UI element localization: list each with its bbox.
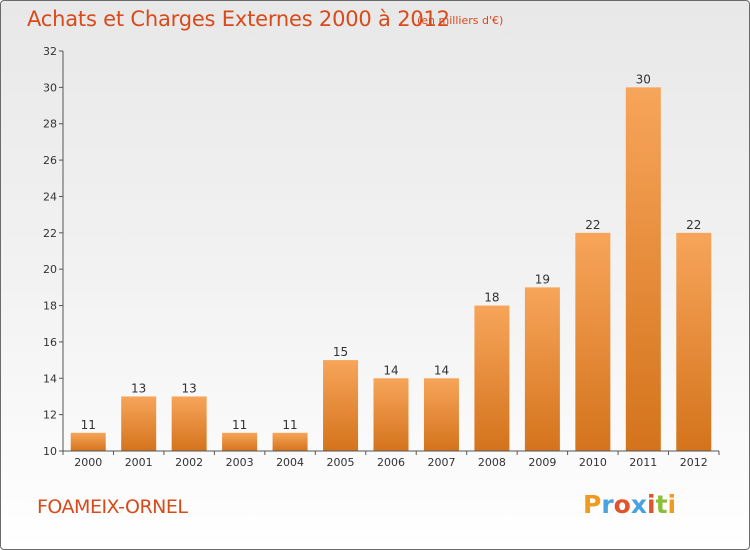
data-label-2009: 19 <box>535 272 550 286</box>
data-label-2002: 13 <box>182 381 197 395</box>
x-tick-label-2001: 2001 <box>125 456 153 469</box>
bar-2012 <box>676 232 712 451</box>
bar-2000 <box>70 432 106 451</box>
data-label-2012: 22 <box>686 218 701 232</box>
x-tick-label-2000: 2000 <box>74 456 102 469</box>
y-tick-label-18: 18 <box>43 300 57 313</box>
bar-2010 <box>575 232 611 451</box>
data-label-2007: 14 <box>434 363 449 377</box>
y-tick-label-24: 24 <box>43 190 57 203</box>
logo-letter: P <box>583 490 602 519</box>
bar-2004 <box>272 432 308 451</box>
x-tick-label-2006: 2006 <box>377 456 405 469</box>
y-tick-label-26: 26 <box>43 154 57 167</box>
data-label-2004: 11 <box>282 418 297 432</box>
y-tick-label-14: 14 <box>43 372 57 385</box>
bar-2003 <box>222 432 258 451</box>
y-tick-label-28: 28 <box>43 118 57 131</box>
bar-2001 <box>121 396 157 451</box>
axes-group: 2000 2001 2002 2003 2004 2005 2006 2007 2008 2009… <box>43 45 720 469</box>
y-tick-label-16: 16 <box>43 336 57 349</box>
data-label-2001: 13 <box>131 381 146 395</box>
bar-2009 <box>524 287 560 451</box>
data-label-2011: 30 <box>636 72 651 86</box>
x-tick-label-2008: 2008 <box>478 456 506 469</box>
x-tick-label-2003: 2003 <box>226 456 254 469</box>
proxiti-logo: Proxiti <box>583 490 676 519</box>
y-tick-label-32: 32 <box>43 45 57 58</box>
x-tick-label-2005: 2005 <box>327 456 355 469</box>
data-label-2006: 14 <box>383 363 398 377</box>
y-tick-label-22: 22 <box>43 227 57 240</box>
bar-2005 <box>323 360 359 451</box>
logo-letter: r <box>601 490 614 519</box>
x-tick-label-2004: 2004 <box>276 456 304 469</box>
y-tick-label-12: 12 <box>43 409 57 422</box>
bar-2007 <box>423 378 459 451</box>
x-tick-label-2002: 2002 <box>175 456 203 469</box>
x-tick-label-2009: 2009 <box>528 456 556 469</box>
logo-letter: i <box>667 490 677 519</box>
bar-2002 <box>171 396 207 451</box>
x-tick-label-2010: 2010 <box>579 456 607 469</box>
commune-name: FOAMEIX-ORNEL <box>37 496 188 518</box>
y-tick-label-30: 30 <box>43 81 57 94</box>
bars-group: 11 13 13 11 11 15 14 14 18 19 22 30 22 <box>70 72 712 451</box>
y-tick-label-10: 10 <box>43 445 57 458</box>
logo-letter: i <box>647 490 656 519</box>
data-label-2008: 18 <box>484 291 499 305</box>
data-label-2005: 15 <box>333 345 348 359</box>
bar-2006 <box>373 378 409 451</box>
bar-2008 <box>474 305 510 451</box>
y-tick-label-20: 20 <box>43 263 57 276</box>
data-label-2010: 22 <box>585 218 600 232</box>
x-tick-label-2012: 2012 <box>680 456 708 469</box>
data-label-2003: 11 <box>232 418 247 432</box>
data-label-2000: 11 <box>81 418 96 432</box>
logo-letter: o <box>613 490 631 519</box>
chart-subtitle: (en milliers d'€) <box>417 14 504 27</box>
logo-letter: x <box>630 490 647 519</box>
logo-letter: t <box>655 490 668 519</box>
x-tick-label-2007: 2007 <box>427 456 455 469</box>
bar-2011 <box>625 87 661 451</box>
chart-title: Achats et Charges Externes 2000 à 2012 <box>27 7 450 31</box>
x-tick-label-2011: 2011 <box>629 456 657 469</box>
